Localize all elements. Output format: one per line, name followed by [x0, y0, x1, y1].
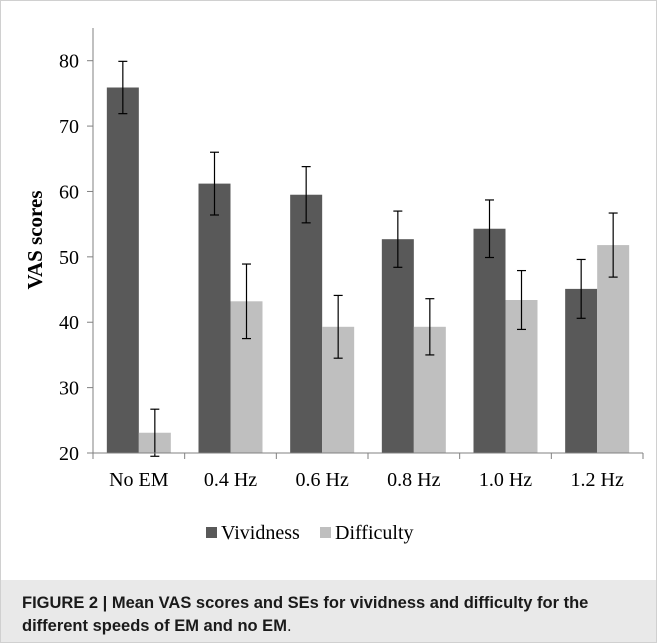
error-bar-difficulty-no-em [150, 408, 160, 457]
y-tick-label: 80 [59, 51, 79, 73]
error-bar-difficulty-0-6-hz [333, 294, 343, 359]
bar-vividness-no-em [106, 87, 139, 453]
error-bar-difficulty-0-8-hz [425, 298, 435, 356]
y-tick-label: 50 [59, 247, 79, 269]
error-bar-vividness-0-8-hz [393, 210, 403, 268]
bar-vividness-0-4-hz [198, 183, 231, 453]
bar-vividness-0-6-hz [290, 194, 323, 453]
x-tick-label: 1.2 Hz [571, 469, 624, 491]
error-bar-vividness-0-6-hz [301, 166, 311, 224]
y-tick-label: 20 [59, 443, 79, 465]
y-axis-label: VAS scores [23, 191, 47, 290]
y-tick-label: 60 [59, 181, 79, 203]
caption-band [1, 580, 656, 642]
error-bar-vividness-0-4-hz [210, 151, 219, 216]
error-bar-difficulty-0-4-hz [242, 263, 251, 340]
error-bar-difficulty-1-0-hz [517, 269, 526, 331]
legend: Vividness Difficulty [206, 522, 414, 544]
figure-caption: FIGURE 2 | Mean VAS scores and SEs for v… [22, 592, 632, 638]
error-bar-vividness-1-2-hz [576, 258, 586, 319]
bar-difficulty-1-2-hz [597, 245, 630, 453]
legend-swatch-difficulty [320, 527, 331, 538]
y-tick-label: 70 [59, 116, 79, 138]
x-tick-label: 1.0 Hz [479, 469, 532, 491]
y-tick-label: 40 [59, 312, 79, 334]
x-ticks-layer: No EM 0.4 Hz 0.6 Hz 0.8 Hz 1.0 Hz 1.2 Hz [92, 453, 644, 491]
x-tick-label: 0.4 Hz [204, 469, 257, 491]
legend-label-difficulty: Difficulty [335, 522, 414, 544]
y-tick-label: 30 [59, 378, 79, 400]
error-bar-difficulty-1-2-hz [608, 212, 618, 278]
caption-period: . [286, 617, 292, 635]
legend-swatch-vividness [206, 527, 217, 538]
error-bar-vividness-1-0-hz [485, 199, 494, 259]
bar-vividness-1-0-hz [473, 228, 506, 453]
error-bar-vividness-no-em [118, 60, 128, 115]
bar-chart: 20 30 40 50 60 70 80 No EM 0.4 Hz 0.6 Hz 0.8 Hz 1.… [23, 28, 644, 544]
x-tick-label: 0.6 Hz [296, 469, 349, 491]
y-ticks-layer: 20 30 40 50 60 70 80 [59, 51, 93, 465]
bar-vividness-0-8-hz [381, 239, 414, 453]
x-tick-label: No EM [109, 469, 169, 491]
x-tick-label: 0.8 Hz [387, 469, 440, 491]
legend-label-vividness: Vividness [221, 522, 300, 544]
caption-bold-text: FIGURE 2 | Mean VAS scores and SEs for v… [22, 594, 589, 635]
error-bars-layer [118, 60, 618, 457]
bars-layer [106, 87, 630, 453]
